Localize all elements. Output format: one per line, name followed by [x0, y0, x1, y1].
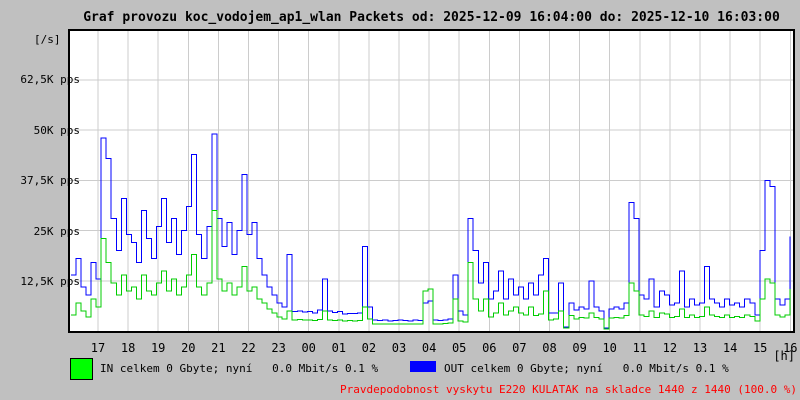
x-tick-label: 14 [722, 341, 738, 355]
in-series-line [71, 210, 791, 330]
x-tick-label: 10 [602, 341, 617, 355]
x-tick-label: 08 [542, 341, 557, 355]
legend-out-label: OUT celkem 0 Gbyte; nyní 0.0 Mbit/s 0.1 … [444, 362, 729, 375]
x-tick-label: 22 [241, 341, 256, 355]
x-tick-label: 00 [301, 341, 316, 355]
x-tick-label: 17 [90, 341, 106, 355]
x-tick-label: 23 [271, 341, 286, 355]
graph-title: Graf provozu koc_vodojem_ap1_wlan Packet… [83, 10, 780, 25]
x-tick-label: 09 [572, 341, 587, 355]
y-axis-unit-label: [/s] [34, 33, 61, 46]
x-tick-label: 02 [361, 341, 377, 355]
y-tick-label: 50K pps [33, 123, 80, 137]
x-tick-label: 11 [632, 341, 648, 355]
x-tick-label: 15 [752, 341, 768, 355]
x-tick-label: 13 [692, 341, 708, 355]
traffic-chart-canvas [70, 31, 793, 331]
x-tick-label: 21 [211, 341, 226, 355]
plot-area [68, 29, 795, 333]
probability-status-text: Pravdepodobnost vyskytu E220 KULATAK na … [340, 383, 797, 396]
legend-in-color-swatch [70, 358, 93, 380]
y-tick-label: 12,5K pps [20, 275, 80, 288]
x-axis-unit-label: [h] [773, 349, 795, 363]
x-tick-label: 16 [783, 341, 798, 355]
x-tick-label: 05 [451, 341, 467, 355]
x-tick-label: 18 [120, 341, 136, 355]
y-tick-label: 37,5K pps [20, 174, 80, 187]
x-tick-label: 07 [512, 341, 527, 355]
y-tick-label: 62,5K pps [20, 73, 80, 86]
x-tick-label: 06 [482, 341, 497, 355]
legend-in-label: IN celkem 0 Gbyte; nyní 0.0 Mbit/s 0.1 % [100, 362, 379, 375]
legend-out-color-swatch [410, 361, 436, 372]
x-tick-label: 04 [421, 341, 437, 355]
x-tick-label: 01 [331, 341, 347, 355]
x-tick-label: 19 [150, 341, 166, 355]
y-tick-label: 25K pps [33, 224, 80, 238]
x-tick-label: 12 [662, 341, 678, 355]
x-tick-label: 20 [181, 341, 196, 355]
out-series-line [71, 133, 791, 329]
x-tick-label: 03 [391, 341, 407, 355]
